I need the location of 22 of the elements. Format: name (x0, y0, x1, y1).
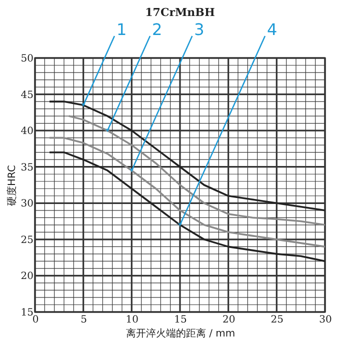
annotation: 1 (116, 20, 127, 39)
x-tick-label: 25 (270, 314, 284, 326)
y-tick-label: 45 (20, 90, 34, 101)
x-tick-label: 0 (32, 314, 39, 326)
x-tick-label: 10 (126, 314, 139, 326)
y-axis-title: 硬度HRC (6, 165, 18, 206)
x-tick-label: 15 (174, 314, 187, 326)
x-axis-title: 离开淬火端的距离 / mm (126, 328, 236, 340)
chart-title: 17CrMnBH (145, 6, 215, 19)
x-tick-label: 30 (319, 314, 332, 326)
y-tick-label: 40 (20, 126, 34, 138)
x-tick-label: 5 (80, 314, 88, 326)
y-tick-label: 20 (20, 271, 34, 282)
x-tick-label: 20 (222, 314, 236, 326)
y-tick-label: 35 (20, 162, 34, 174)
y-tick-label: 15 (20, 308, 34, 318)
y-tick-label: 30 (20, 198, 34, 210)
annotation: 2 (152, 20, 162, 39)
annotation: 3 (194, 20, 204, 39)
y-tick-label: 50 (20, 54, 34, 64)
y-tick-label: 25 (20, 234, 34, 246)
annotation: 4 (267, 20, 278, 39)
